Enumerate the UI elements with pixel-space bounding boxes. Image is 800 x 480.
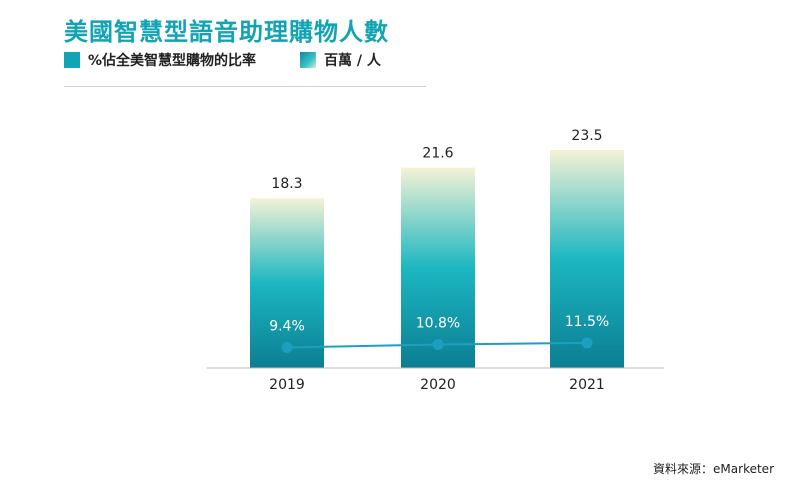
legend-item-bar: 百萬 / 人 — [300, 50, 381, 70]
legend-item-line: %佔全美智慧型購物的比率 — [64, 50, 256, 70]
bar-2019 — [250, 198, 324, 368]
line-value-label-2020: 10.8% — [416, 315, 460, 331]
line-point-2021 — [581, 337, 593, 349]
x-tick-label-2021: 2021 — [569, 377, 605, 393]
legend-divider — [64, 86, 426, 87]
bar-2021 — [550, 150, 624, 368]
legend-label-bar: 百萬 / 人 — [324, 53, 381, 69]
bar-2020 — [401, 167, 475, 368]
line-point-2019 — [281, 342, 293, 354]
bar-value-label-2020: 21.6 — [422, 146, 453, 162]
line-value-label-2021: 11.5% — [565, 314, 609, 330]
x-tick-label-2020: 2020 — [420, 377, 456, 393]
bar-value-label-2021: 23.5 — [571, 128, 602, 144]
legend-swatch-bar — [300, 52, 317, 68]
bar-value-label-2019: 18.3 — [271, 176, 302, 192]
chart-title: 美國智慧型語音助理購物人數 — [64, 18, 389, 46]
legend: %佔全美智慧型購物的比率 百萬 / 人 — [64, 50, 425, 70]
legend-label-line: %佔全美智慧型購物的比率 — [88, 53, 257, 69]
x-tick-label-2019: 2019 — [269, 377, 305, 393]
line-value-label-2019: 9.4% — [269, 319, 305, 335]
line-point-2020 — [432, 338, 444, 350]
legend-swatch-line — [64, 52, 80, 68]
source-note: 資料來源：eMarketer — [653, 462, 774, 476]
